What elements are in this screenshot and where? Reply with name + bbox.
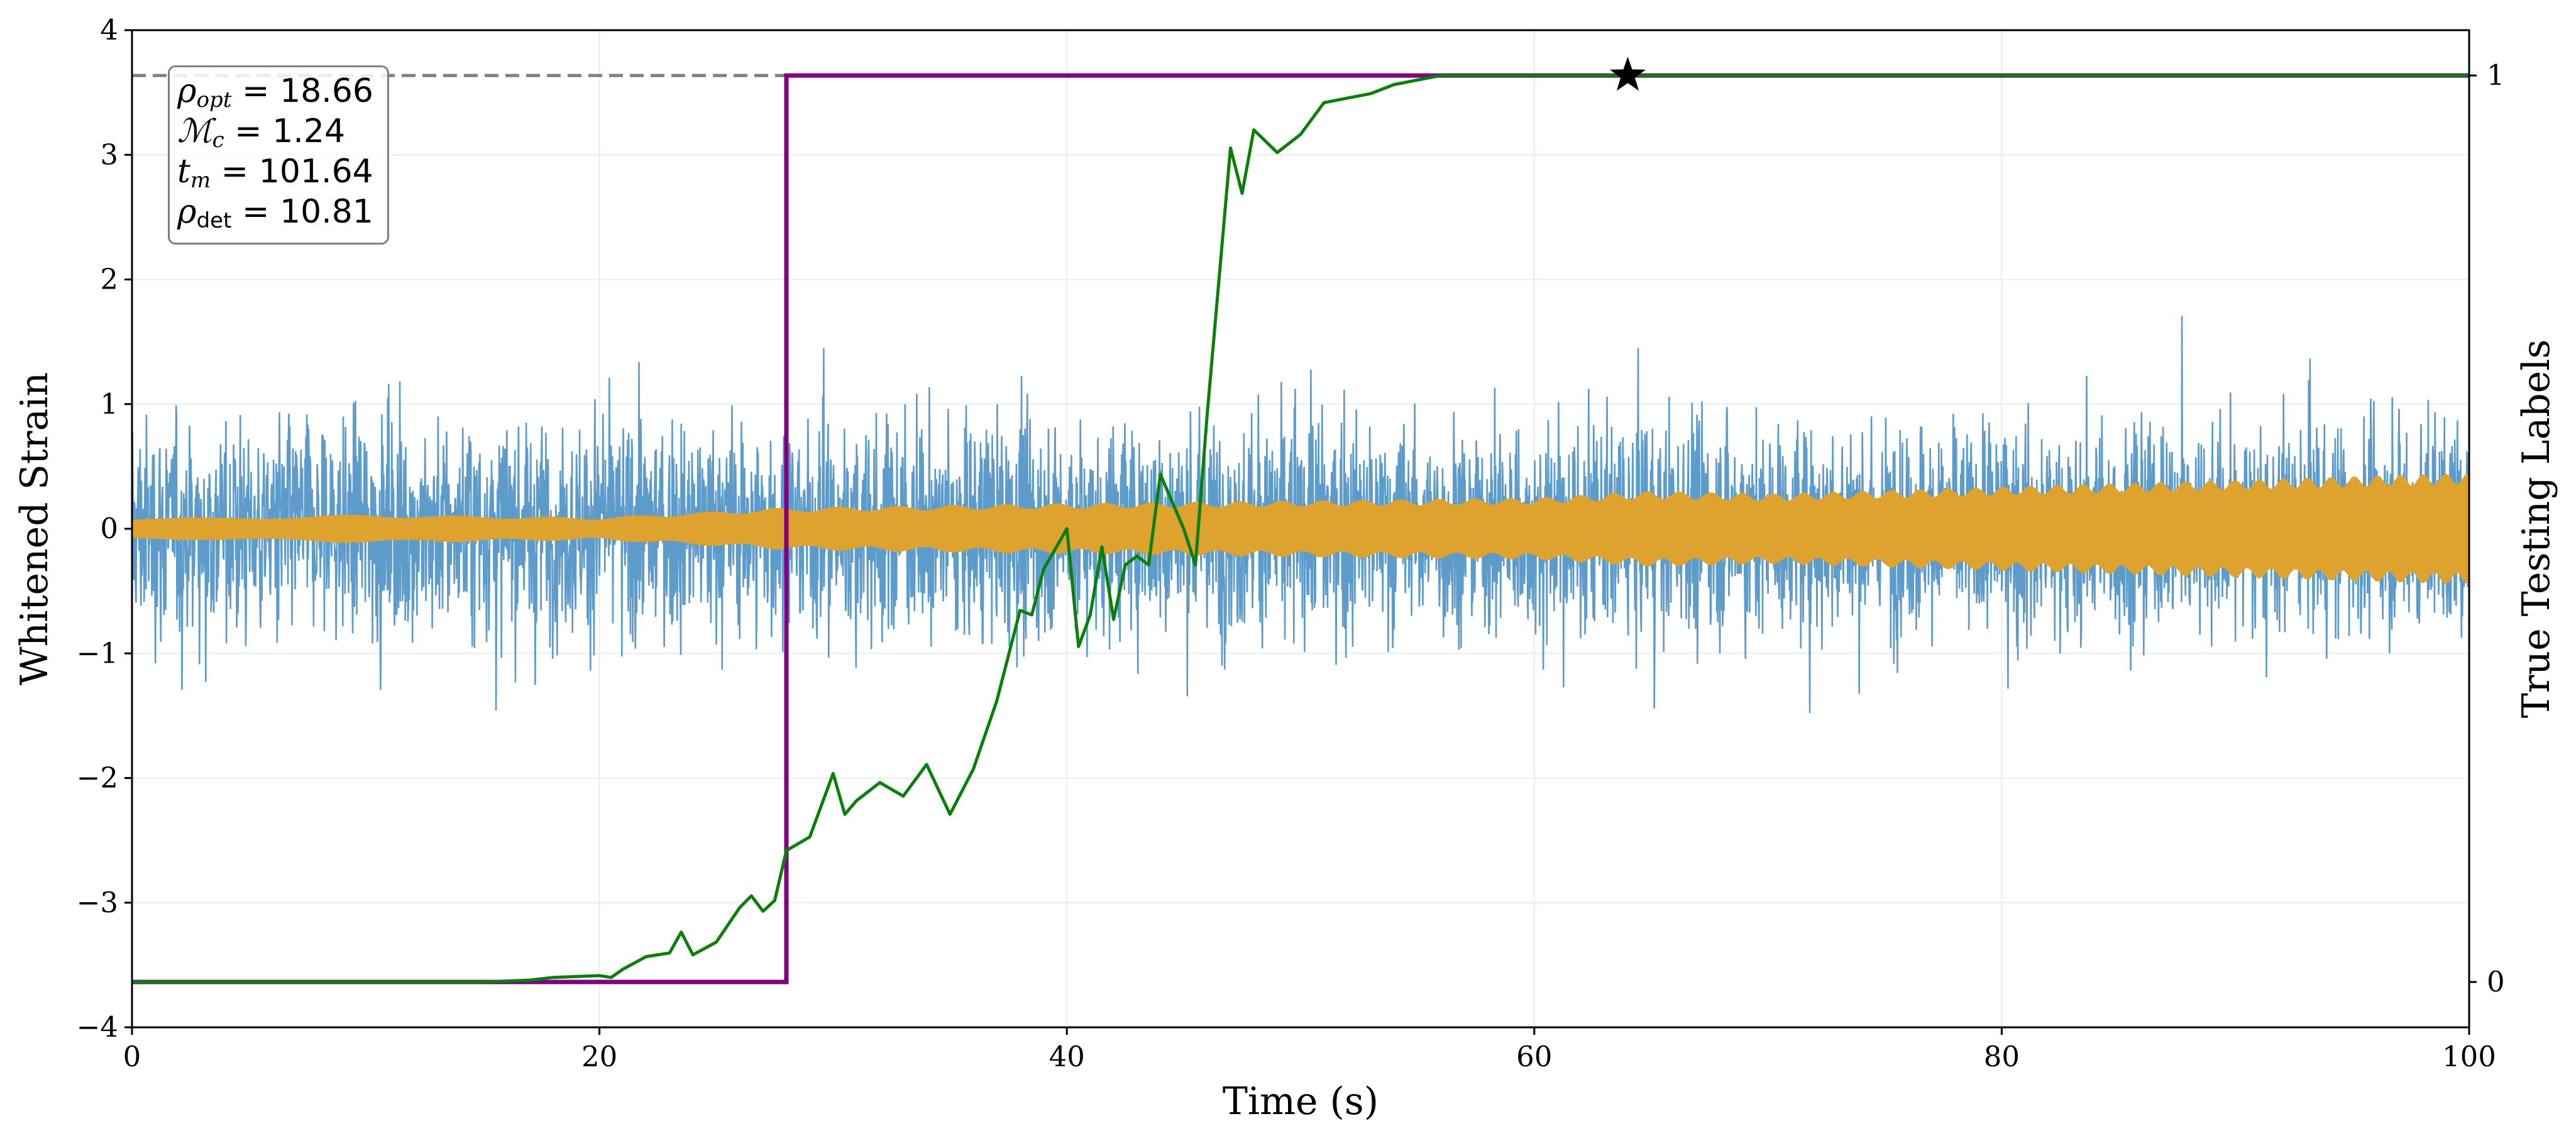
y2-tick-label: 0	[2487, 965, 2505, 998]
y-axis-label: Whitened Strain	[13, 372, 57, 685]
x-tick-label: 60	[1516, 1040, 1552, 1073]
signal-envelope	[132, 473, 2469, 585]
info-chirp-mass-value: 1.24	[272, 113, 346, 150]
y-tick-label: 2	[100, 263, 118, 296]
parameter-info-box: ρopt = 18.66 ℳc = 1.24 tm = 101.64 ρdet …	[168, 65, 389, 245]
predicted-probability-line	[132, 74, 2469, 984]
x-tick-label: 0	[123, 1040, 141, 1073]
y-tick-label: 1	[100, 387, 118, 421]
x-axis-label: Time (s)	[1223, 1080, 1379, 1124]
x-tick-label: 20	[581, 1040, 617, 1073]
x-tick-label: 80	[1984, 1040, 2020, 1073]
y-tick-label: −1	[77, 636, 118, 670]
info-merger-time: tm = 101.64	[177, 153, 373, 193]
x-tick-label: 40	[1049, 1040, 1085, 1073]
y-tick-label: −4	[77, 1010, 118, 1044]
y-tick-label: −2	[77, 761, 118, 795]
info-rho-opt-value: 18.66	[280, 72, 373, 110]
y-tick-label: 3	[100, 138, 118, 171]
y2-tick-label: 1	[2487, 58, 2505, 92]
x-tick-label: 100	[2442, 1040, 2496, 1073]
info-rho-det-value: 10.81	[280, 193, 373, 231]
y2-axis-label: True Testing Labels	[2514, 340, 2558, 719]
info-rho-opt: ρopt = 18.66	[177, 72, 373, 113]
y-tick-label: −3	[77, 886, 118, 919]
info-rho-det: ρdet = 10.81	[177, 193, 373, 233]
y-tick-label: 4	[100, 13, 118, 47]
y-tick-label: 0	[100, 512, 118, 545]
info-merger-time-value: 101.64	[258, 153, 373, 190]
plot-series	[132, 73, 2469, 985]
info-chirp-mass: ℳc = 1.24	[177, 113, 346, 153]
detection-star-marker	[1610, 57, 1646, 91]
